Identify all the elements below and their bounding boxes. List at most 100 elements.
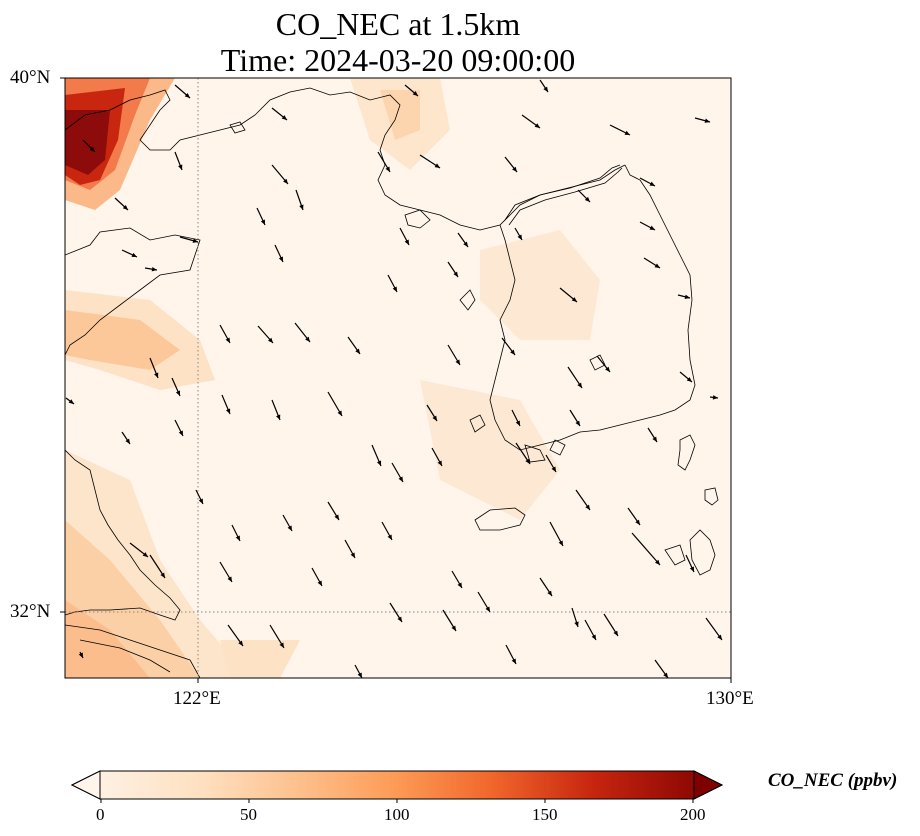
colorbar-tick-0: 0 [96,805,105,824]
wind-arrow-head [571,297,577,302]
colorbar-label: CO_NEC (ppbv) [768,770,898,791]
chart-title: CO_NEC at 1.5km [275,6,521,42]
wind-arrow-head [175,390,181,396]
wind-arrow-head [276,414,281,420]
wind-vectors [65,79,723,678]
wind-arrow-head [142,552,148,557]
wind-arrow-head [584,196,590,202]
wind-arrow-head [704,118,710,123]
wind-arrow-head [198,498,203,504]
wind-arrow-head [178,164,183,170]
wind-arrow-head [574,621,579,627]
wind-arrow-head [337,410,342,416]
wind-arrow-head [485,606,490,612]
wind-arrow-head [717,634,722,640]
wind-arrow-head [437,460,442,466]
wind-arrow-head [684,294,690,299]
wind-arrow-head [551,466,556,472]
wind-arrow-head [543,86,548,92]
wind-arrow-head [453,271,458,277]
wind-arrow-head [451,625,456,631]
wind-arrow-head [404,239,409,245]
wind-arrow-head [287,525,292,531]
wind-arrow-head [225,408,231,414]
wind-arrow-head [463,241,468,247]
wind-arrow-head [68,399,74,404]
wind-arrow-head [334,514,339,520]
wind-arrow-head [357,672,362,678]
wind-arrow-head [558,540,563,546]
wind-arrow-head [585,504,590,510]
wind-arrow-head [517,234,522,240]
colorbar [70,770,724,803]
wind-arrow-head [689,566,694,572]
wind-arrow-head [511,658,516,664]
colorbar-tick-200: 200 [680,805,706,824]
wind-arrow-head [577,382,582,388]
wind-arrow-head [387,534,392,540]
wind-arrow-head [624,130,630,135]
wind-arrow-head [712,395,718,400]
wind-arrow-head [591,634,596,640]
wind-arrow-head [299,204,304,210]
wind-arrow-head [279,642,284,648]
map-frame [64,77,732,679]
wind-arrow-head [225,337,230,343]
coastlines [65,87,719,678]
wind-arrow-head [278,256,283,262]
wind-arrow-head [534,123,540,128]
wind-arrow-shaft [631,532,661,566]
wind-arrow-head [160,572,165,578]
wind-arrow-head [686,377,692,382]
wind-arrow-head [649,181,655,186]
chart-subtitle: Time: 2024-03-20 09:00:00 [220,42,576,78]
wind-arrow-head [457,582,462,588]
wind-arrow-head [397,616,402,622]
wind-arrow-head [235,535,240,541]
colorbar-tick-150: 150 [532,805,558,824]
wind-arrow-head [652,436,657,442]
wind-arrow-head [655,559,660,565]
wind-arrow-head [635,519,640,525]
lon-tick-122: 122°E [173,688,221,709]
wind-arrow-head [510,349,515,355]
wind-arrow-head [432,415,437,421]
wind-arrow-head [434,163,440,168]
wind-arrow-head [122,204,128,210]
wind-arrow-head [547,590,552,596]
wind-arrow-head [525,458,530,464]
wind-arrow-head [663,672,668,678]
wind-arrow-head [605,366,610,372]
wind-arrow-head [392,286,397,292]
wind-arrow-head [398,476,403,482]
wind-arrow-head [376,460,382,466]
wind-arrow-head [125,438,130,444]
wind-arrow-head [649,225,655,230]
axis-ticks [60,77,732,683]
wind-arrow-head [178,430,183,436]
wind-arrow-head [151,266,157,272]
wind-arrow-head [268,337,273,343]
colorbar-tick-50: 50 [240,805,257,824]
wind-arrow-head [281,115,287,120]
wind-arrow-head [355,348,360,354]
wind-arrow-head [613,630,618,636]
wind-arrow-head [154,372,159,378]
wind-arrow-head [131,252,137,257]
wind-arrow-head [184,93,190,98]
wind-arrow-head [192,238,198,243]
wind-arrow-head [575,420,580,426]
wind-arrow-head [238,640,243,646]
wind-arrow-head [515,420,520,426]
wind-arrow-head [654,263,660,268]
wind-arrow-head [512,166,517,172]
lat-tick-32: 32°N [10,601,51,622]
lon-tick-130: 130°E [706,688,754,709]
concentration-field [65,78,600,678]
wind-arrow-head [412,91,418,96]
wind-arrow-head [227,576,232,582]
wind-arrow-head [78,652,83,658]
wind-arrow-head [260,219,265,225]
wind-arrow-head [350,552,355,558]
